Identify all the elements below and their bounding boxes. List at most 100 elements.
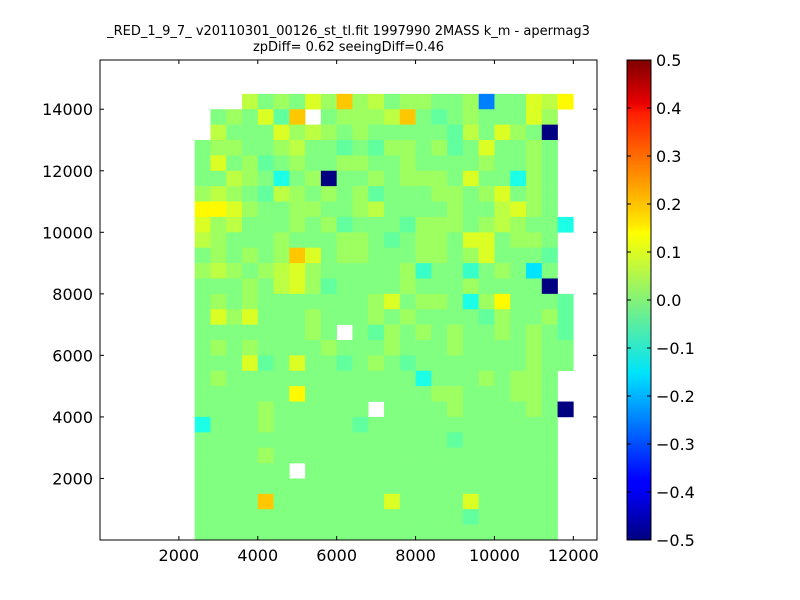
heatmap-cell [226,170,243,187]
heatmap-cell [305,247,322,264]
heatmap-cell [415,109,432,125]
colorbar-tick-label: −0.5 [656,531,695,550]
heatmap-cell [226,447,243,464]
heatmap-cell [368,370,385,387]
heatmap-cell [210,524,227,541]
colorbar-tick-label: 0.0 [656,291,681,310]
heatmap-cell [399,416,416,433]
heatmap-cell [462,263,479,279]
heatmap-cell [289,216,306,233]
heatmap-cell [273,293,290,310]
heatmap-cell [242,201,259,218]
heatmap-cell [526,155,543,172]
heatmap-cell [478,509,495,525]
heatmap-cell [242,140,259,156]
heatmap-cell [226,401,243,418]
heatmap-cell [384,140,401,156]
heatmap-cell [368,263,385,279]
heatmap-cell [415,370,432,387]
heatmap-cell [462,493,479,510]
heatmap-cell [431,124,448,141]
heatmap-cell [210,493,227,510]
heatmap-cell [289,186,306,202]
heatmap-cell [526,370,543,387]
heatmap-cell [210,463,227,479]
heatmap-cell [273,463,290,479]
heatmap-cell [415,216,432,233]
heatmap-cell [289,340,306,356]
heatmap-cell [399,278,416,295]
heatmap-cell [447,247,464,264]
heatmap-cell [210,478,227,495]
heatmap-cell [510,370,527,387]
heatmap-cell [352,463,369,479]
colorbar-tick-label: −0.2 [656,387,695,406]
heatmap-cell [352,93,369,110]
heatmap-cell [478,340,495,356]
heatmap-cell [210,186,227,202]
heatmap-cell [336,401,353,418]
x-tick-label: 2000 [159,546,200,565]
heatmap-cell [494,170,511,187]
heatmap-cell [415,93,432,110]
heatmap-cell [510,478,527,495]
heatmap-cell [352,309,369,325]
heatmap-cell [415,140,432,156]
heatmap-cell [273,201,290,218]
heatmap-cell [257,324,274,341]
heatmap-cell [494,340,511,356]
heatmap-cell [415,170,432,187]
heatmap-cell [320,324,337,341]
heatmap-cell [336,509,353,525]
heatmap-cell [257,186,274,202]
colorbar-tick-label: 0.5 [656,51,681,70]
heatmap-cell [289,278,306,295]
heatmap-cell [336,309,353,325]
heatmap-cell [352,247,369,264]
heatmap-cell [462,524,479,541]
heatmap-cell [226,478,243,495]
colorbar-tick-label: −0.4 [656,483,695,502]
heatmap-cell [352,155,369,172]
heatmap-cell [305,493,322,510]
heatmap-cell [336,493,353,510]
heatmap-cell [289,370,306,387]
heatmap-cell [478,124,495,141]
heatmap-cell [368,463,385,479]
heatmap-cells [194,93,574,541]
heatmap-cell [242,293,259,310]
heatmap-cell [210,340,227,356]
heatmap-cell [194,155,211,172]
heatmap-cell [194,447,211,464]
heatmap-cell [431,247,448,264]
heatmap-cell [320,278,337,295]
heatmap-cell [273,401,290,418]
heatmap-cell [320,432,337,448]
heatmap-cell [226,124,243,141]
heatmap-cell [431,432,448,448]
heatmap-cell [210,447,227,464]
heatmap-cell [541,263,558,279]
heatmap-cell [431,524,448,541]
heatmap-cell [305,509,322,525]
heatmap-cell [510,124,527,141]
heatmap-cell [494,293,511,310]
heatmap-cell [257,232,274,248]
heatmap-cell [447,370,464,387]
heatmap-cell [510,278,527,295]
heatmap-cell [478,386,495,402]
heatmap-cell [415,232,432,248]
heatmap-cell [384,232,401,248]
heatmap-cell [384,340,401,356]
heatmap-cell [194,309,211,325]
heatmap-cell [368,124,385,141]
heatmap-cell [242,386,259,402]
heatmap-cell [415,155,432,172]
heatmap-cell [399,478,416,495]
heatmap-cell [336,447,353,464]
heatmap-cell [478,309,495,325]
heatmap-cell [415,447,432,464]
heatmap-cell [226,186,243,202]
heatmap-cell [368,447,385,464]
heatmap-cell [415,309,432,325]
